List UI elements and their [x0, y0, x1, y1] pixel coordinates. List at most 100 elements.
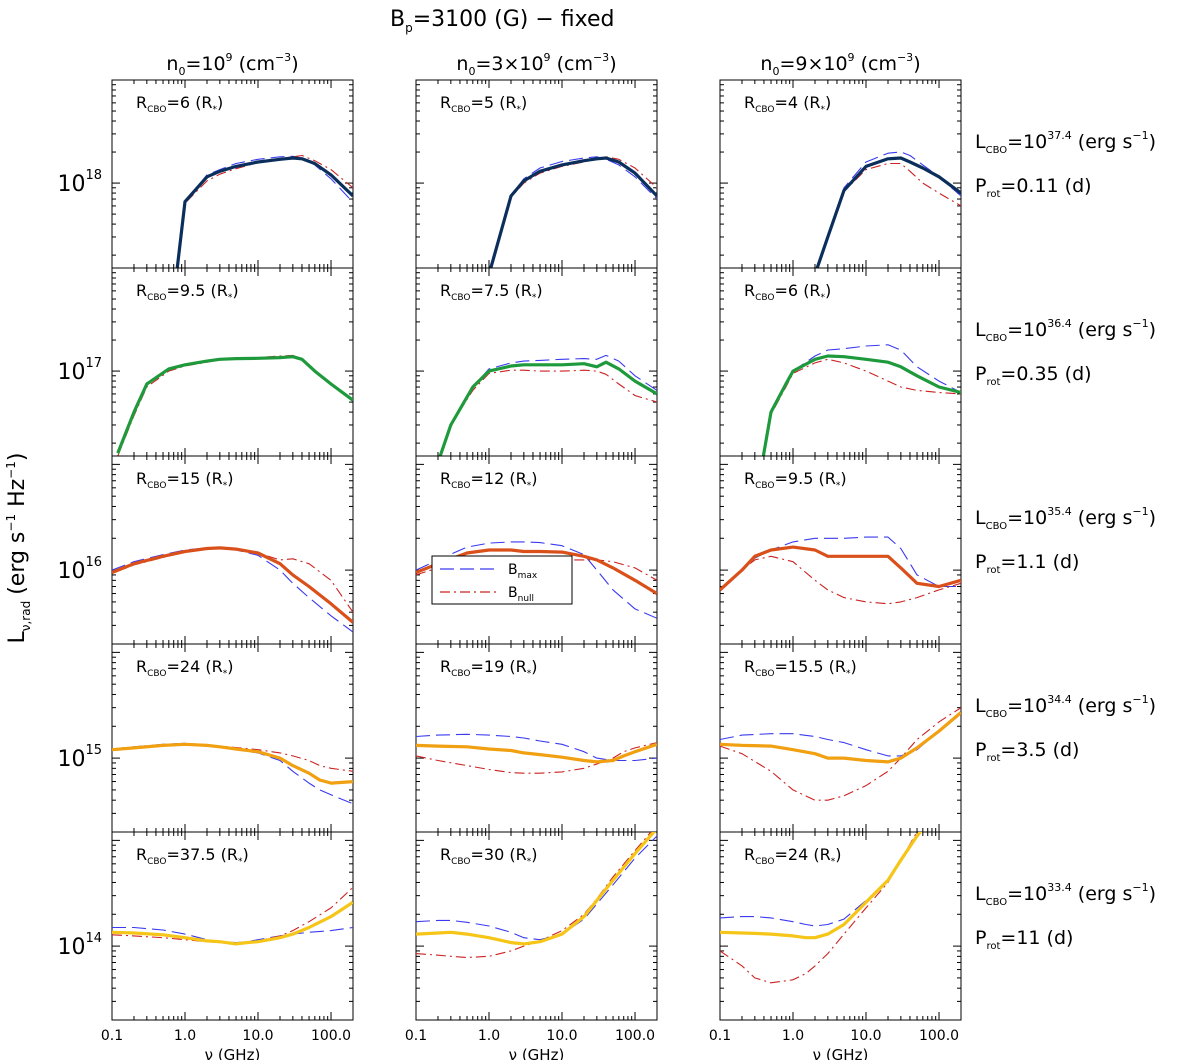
row-period-2: Prot=0.35 (d) — [975, 363, 1092, 388]
series-main — [175, 156, 353, 268]
series-main — [489, 156, 657, 268]
x-tick-label: 1.0 — [478, 1028, 500, 1044]
panel-frame — [719, 643, 962, 833]
series-group — [112, 886, 353, 946]
panel-frame — [415, 643, 658, 833]
panel-r5-c1: 1014 RCBO=37.5 (R*) 0.1 1.0 10.0 100.0 ν (GHz) — [57, 831, 354, 1060]
row-period-4: Prot=3.5 (d) — [975, 739, 1079, 764]
series-main — [112, 900, 353, 946]
series-group — [815, 151, 961, 268]
panel-r1-c1: 1018 RCBO=6 (R*) — [57, 79, 354, 269]
y-tick-label: 1016 — [57, 555, 102, 584]
legend-box — [431, 555, 573, 605]
x-tick-label: 100.0 — [919, 1028, 959, 1044]
rcbo-label: RCBO=24 (R*) — [744, 845, 841, 867]
series-group — [112, 546, 353, 633]
row-luminosity-4: LCBO=1034.4 (erg s−1) — [975, 693, 1156, 720]
rcbo-label: RCBO=4 (R*) — [744, 93, 831, 115]
panel-r3-c1: 1016 RCBO=15 (R*) — [57, 455, 354, 645]
rcbo-label: RCBO=6 (R*) — [744, 281, 831, 303]
x-axis-label: ν (GHz) — [509, 1046, 565, 1060]
x-tick-label: 10.0 — [242, 1028, 273, 1044]
rcbo-label: RCBO=5 (R*) — [440, 93, 527, 115]
rcbo-label: RCBO=24 (R*) — [136, 657, 233, 679]
rcbo-label: RCBO=6 (R*) — [136, 93, 223, 115]
panel-r5-c3: RCBO=24 (R*) 0.1 1.0 10.0 100.0 ν (GHz) — [709, 831, 962, 1060]
series-bmax — [490, 156, 657, 268]
series-main — [416, 832, 656, 946]
series-group — [175, 154, 353, 268]
panel-r3-c2: RCBO=12 (R*) — [415, 455, 658, 645]
series-main — [438, 360, 657, 456]
row-luminosity-3: LCBO=1035.4 (erg s−1) — [975, 505, 1156, 532]
x-tick-label: 1.0 — [174, 1028, 196, 1044]
series-main — [720, 545, 961, 592]
series-main — [112, 546, 353, 624]
legend-label-bnull: Bnull — [508, 585, 534, 604]
series-bnull — [816, 162, 961, 268]
panel-grid: 1018 RCBO=6 (R*) RCBO=5 (R*) RCBO=4 (R*) 101… — [57, 79, 962, 1060]
panel-r1-c3: RCBO=4 (R*) — [719, 79, 962, 269]
series-main — [416, 548, 657, 595]
x-axis-label: ν (GHz) — [813, 1046, 869, 1060]
y-axis-label: Lν,rad(erg s−1 Hz−1) — [4, 453, 33, 644]
panel-r2-c3: RCBO=6 (R*) — [719, 267, 962, 457]
x-axis-label: ν (GHz) — [205, 1046, 261, 1060]
column-header-3: n0=9×109 (cm−3) — [760, 51, 920, 78]
series-main — [116, 355, 353, 454]
series-group — [416, 733, 657, 774]
series-main — [720, 832, 923, 940]
rcbo-label: RCBO=9.5 (R*) — [744, 469, 847, 491]
rcbo-label: RCBO=7.5 (R*) — [440, 281, 543, 303]
series-group — [116, 354, 353, 456]
panel-frame — [111, 267, 354, 457]
column-headers: n0=109 (cm−3) n0=3×109 (cm−3) n0=9×109 (cm… — [166, 51, 920, 78]
series-group — [720, 832, 923, 984]
series-bnull — [416, 742, 657, 774]
y-tick-label: 1017 — [57, 356, 102, 385]
series-main — [761, 354, 961, 456]
panel-r2-c1: 1017 RCBO=9.5 (R*) — [57, 267, 354, 457]
series-bnull — [720, 555, 961, 605]
x-tick-label: 0.1 — [101, 1028, 123, 1044]
series-group — [489, 156, 657, 268]
x-tick-label: 10.0 — [546, 1028, 577, 1044]
panel-frame — [719, 79, 962, 269]
series-main — [720, 711, 961, 764]
x-tick-label: 0.1 — [709, 1028, 731, 1044]
series-group — [416, 832, 657, 959]
rcbo-label: RCBO=12 (R*) — [440, 469, 537, 491]
panel-r4-c3: RCBO=15.5 (R*) — [719, 643, 962, 833]
rcbo-label: RCBO=30 (R*) — [440, 845, 537, 867]
row-luminosity-5: LCBO=1033.4 (erg s−1) — [975, 881, 1156, 908]
series-main — [112, 742, 353, 785]
row-period-5: Prot=11 (d) — [975, 927, 1073, 952]
panel-frame — [415, 831, 658, 1021]
column-header-1: n0=109 (cm−3) — [166, 51, 298, 78]
series-main — [815, 156, 961, 268]
row-luminosity-2: LCBO=1036.4 (erg s−1) — [975, 317, 1156, 344]
x-tick-label: 100.0 — [311, 1028, 351, 1044]
panel-r5-c2: RCBO=30 (R*) 0.1 1.0 10.0 100.0 ν (GHz) — [405, 831, 658, 1060]
row-luminosity-1: LCBO=1037.4 (erg s−1) — [975, 129, 1156, 156]
legend-label-bmax: Bmax — [508, 562, 538, 581]
row-period-3: Prot=1.1 (d) — [975, 551, 1079, 576]
panel-r3-c3: RCBO=9.5 (R*) — [719, 455, 962, 645]
x-tick-label: 0.1 — [405, 1028, 427, 1044]
series-bnull — [416, 832, 652, 959]
row-labels: LCBO=1037.4 (erg s−1) Prot=0.11 (d) LCBO=1… — [975, 129, 1156, 952]
panel-frame — [719, 455, 962, 645]
panel-frame — [111, 79, 354, 269]
series-group — [720, 536, 961, 605]
series-bmax — [416, 541, 657, 619]
panel-r1-c2: RCBO=5 (R*) — [415, 79, 658, 269]
series-main — [416, 742, 657, 764]
panel-frame — [111, 643, 354, 833]
column-header-2: n0=3×109 (cm−3) — [456, 51, 616, 78]
x-tick-label: 1.0 — [782, 1028, 804, 1044]
series-bmax — [816, 151, 961, 268]
panel-r4-c2: RCBO=19 (R*) — [415, 643, 658, 833]
x-tick-label: 10.0 — [850, 1028, 881, 1044]
series-bmax — [439, 354, 657, 456]
